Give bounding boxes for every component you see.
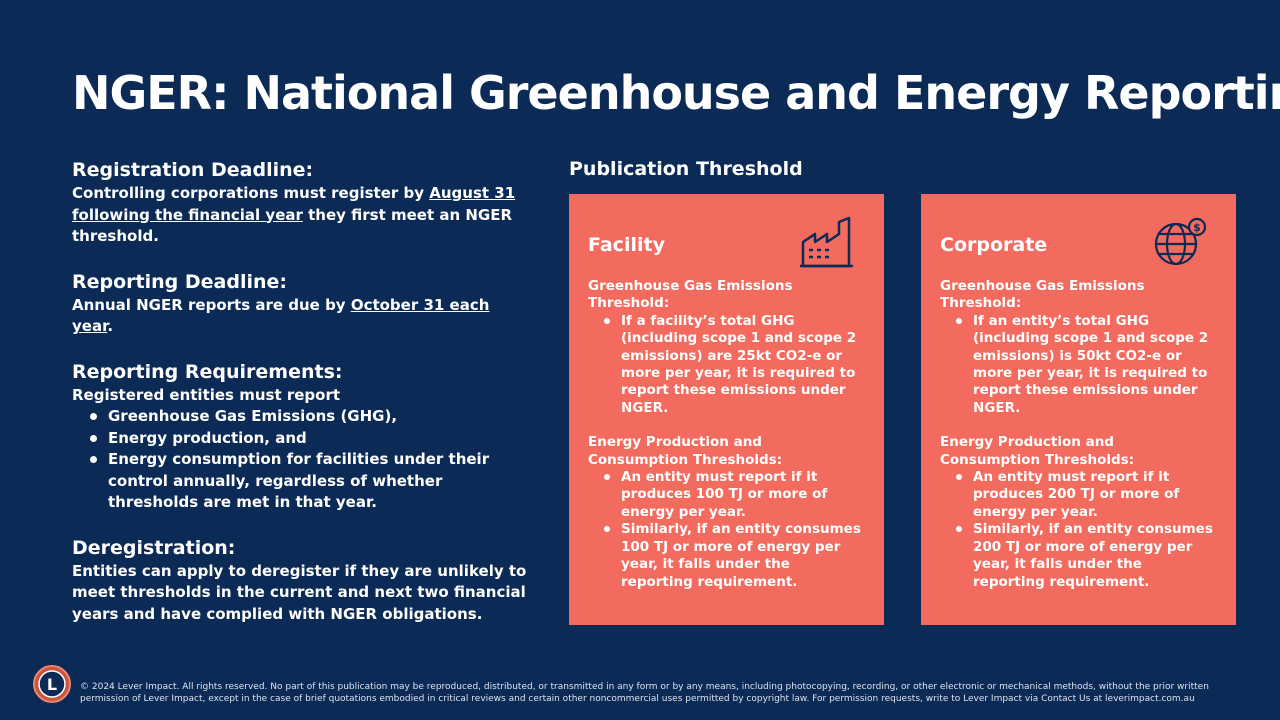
corporate-card: $ Corporate Greenhouse Gas Emissions Thr… (921, 194, 1236, 625)
reporting-deadline-link: October 31 each year (72, 295, 490, 336)
list-item: An entity must report if it produces 100… (588, 469, 866, 521)
svg-text:$: $ (1193, 221, 1201, 234)
facility-card: Facility Greenhouse Gas Emissions Thresh… (569, 194, 884, 625)
corporate-energy-heading: Energy Production and Consumption Thresh… (940, 434, 1135, 468)
info-column: Registration Deadline: Controlling corpo… (72, 158, 532, 647)
registration-text-end: they first meet an NGER threshold. (72, 205, 513, 246)
deregistration-heading: Deregistration: (72, 536, 236, 559)
facility-energy-list: An entity must report if it produces 100… (588, 469, 866, 591)
logo-letter: L (47, 675, 57, 694)
requirements-heading: Reporting Requirements: (72, 360, 343, 383)
list-item: Energy production, and (72, 428, 532, 450)
reporting-deadline-text: Annual NGER reports are due by October 3… (72, 295, 532, 338)
registration-heading: Registration Deadline: (72, 159, 314, 181)
deregistration-section: Deregistration: Entities can apply to de… (72, 536, 532, 626)
corporate-title: Corporate (940, 234, 1048, 256)
factory-icon (800, 216, 853, 268)
list-item: Similarly, if an entity consumes 100 TJ … (588, 521, 866, 591)
corporate-energy-list: An entity must report if it produces 200… (940, 469, 1218, 591)
reporting-deadline-text-start: Annual NGER reports are due by (72, 295, 351, 314)
reporting-deadline-heading: Reporting Deadline: (72, 270, 287, 293)
globe-dollar-icon: $ (1154, 217, 1207, 266)
copyright-notice: © 2024 Lever Impact. All rights reserved… (80, 682, 1209, 704)
list-item: Greenhouse Gas Emissions (GHG), (72, 406, 532, 428)
registration-deadline-link: August 31 following the financial year (72, 184, 516, 224)
reporting-deadline-text-end: . (107, 317, 114, 335)
reporting-deadline-section: Reporting Deadline: Annual NGER reports … (72, 270, 532, 338)
lever-impact-logo: L (33, 665, 71, 703)
registration-text-start: Controlling corporations must register b… (72, 184, 430, 202)
registration-text: Controlling corporations must register b… (72, 183, 532, 248)
facility-energy-heading: Energy Production and Consumption Thresh… (588, 434, 783, 468)
registration-section: Registration Deadline: Controlling corpo… (72, 158, 532, 248)
list-item: Similarly, if an entity consumes 200 TJ … (940, 521, 1218, 591)
facility-ghg-heading: Greenhouse Gas Emissions Threshold: (588, 278, 793, 312)
facility-title: Facility (588, 234, 665, 256)
list-item: If an entity’s total GHG (including scop… (940, 313, 1218, 417)
deregistration-text: Entities can apply to deregister if they… (72, 561, 527, 623)
list-item: An entity must report if it produces 200… (940, 469, 1218, 521)
page-title: NGER: National Greenhouse and Energy Rep… (72, 66, 1280, 120)
requirements-intro: Registered entities must report (72, 385, 341, 404)
publication-threshold-heading: Publication Threshold (569, 158, 803, 180)
corporate-ghg-list: If an entity’s total GHG (including scop… (940, 313, 1218, 417)
list-item: If a facility’s total GHG (including sco… (588, 313, 866, 417)
requirements-section: Reporting Requirements: Registered entit… (72, 360, 532, 514)
list-item: Energy consumption for facilities under … (72, 449, 532, 514)
corporate-ghg-heading: Greenhouse Gas Emissions Threshold: (940, 278, 1145, 312)
requirements-list: Greenhouse Gas Emissions (GHG), Energy p… (72, 406, 532, 514)
facility-ghg-list: If a facility’s total GHG (including sco… (588, 313, 866, 417)
